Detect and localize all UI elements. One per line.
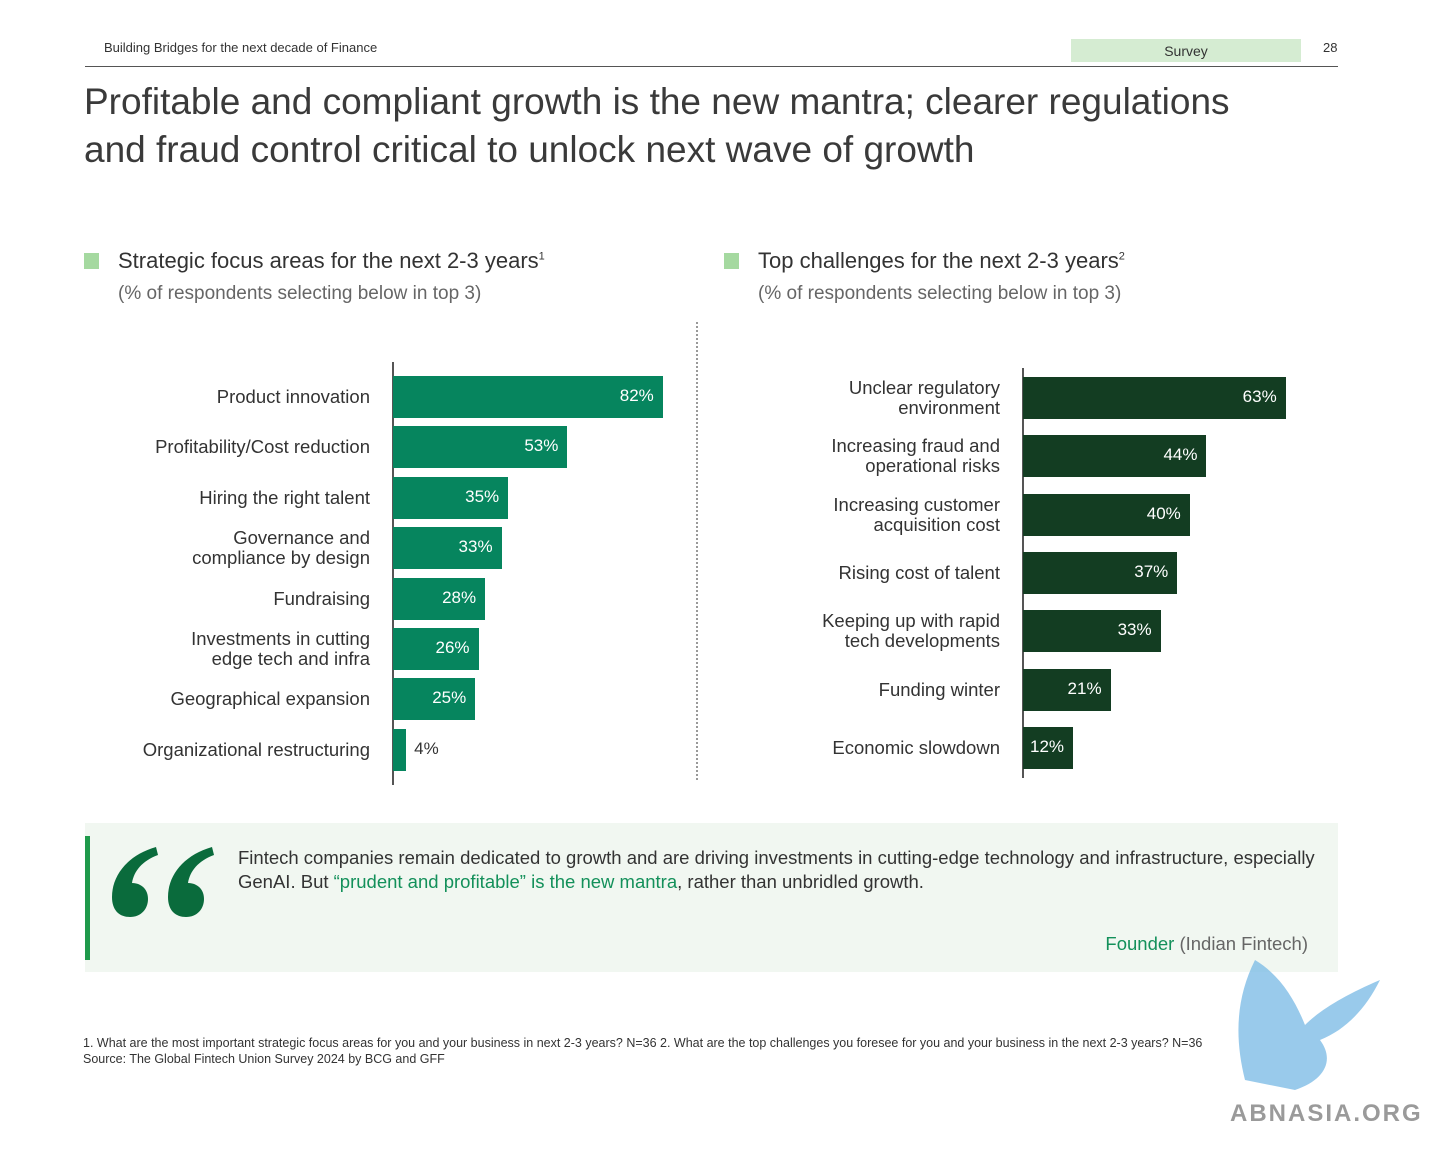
quote-highlight: “prudent and profitable” is the new mant… [333,871,678,892]
bar [393,577,486,620]
category-label: Governance and compliance by design [192,527,370,569]
bar [393,376,663,418]
attribution-detail: (Indian Fintech) [1179,933,1308,954]
value-label: 12% [1030,736,1065,756]
quote-text: Fintech companies remain dedicated to gr… [238,846,1318,894]
category-label: Profitability/Cost reduction [155,436,370,458]
bar [1023,610,1161,653]
footnote-ref: 1 [538,250,545,263]
value-label: 28% [442,587,477,607]
value-label: 26% [435,638,470,657]
page-number: 28 [1323,40,1338,55]
chart-title: Strategic focus areas for the next 2-3 y… [118,248,545,274]
chart-subtitle: (% of respondents selecting below in top… [758,283,1122,304]
chart-title-text: Top challenges for the next 2-3 years [758,248,1119,273]
axis-line [392,362,394,785]
bar [393,527,502,570]
category-label: Increasing customer acquisition cost [833,493,1000,535]
quote-part: Fintech companies remain dedicated to gr… [238,847,1315,892]
category-label: Organizational restructuring [142,738,370,760]
category-label: Fundraising [273,587,370,609]
value-label: 4% [414,738,439,758]
category-label: Unclear regulatory environment [848,377,1000,418]
bar [1023,726,1074,769]
quote-mark [112,847,214,917]
category-label: Keeping up with rapid tech developments [822,610,1000,652]
footnote: 1. What are the most important strategic… [83,1036,1203,1050]
value-label: 82% [619,386,654,405]
bar [393,426,568,469]
bar [1023,551,1178,594]
value-label: 53% [524,436,559,456]
value-label: 44% [1163,445,1198,465]
category-label: Hiring the right talent [199,486,370,508]
legend-square [724,253,739,269]
section-tag: Survey [1071,39,1301,62]
chart-title: Top challenges for the next 2-3 years2 [758,248,1125,274]
quote-attribution: Founder (Indian Fintech) [1105,933,1308,955]
bar [1023,377,1286,419]
category-label: Funding winter [878,678,1000,700]
bar [393,678,476,721]
legend-square [84,253,99,269]
value-label: 40% [1146,503,1181,523]
watermark-logo [1238,960,1380,1090]
category-label: Product innovation [216,386,370,407]
bar [1023,435,1207,478]
attribution-role: Founder [1105,933,1175,954]
bar [393,476,509,519]
divider [696,322,698,780]
value-label: 33% [458,537,493,557]
bar [1023,668,1111,711]
footnote-ref: 2 [1118,250,1125,263]
category-label: Increasing fraud and operational risks [831,435,1000,477]
bar [1023,493,1190,536]
chart-subtitle: (% of respondents selecting below in top… [118,283,482,304]
value-label: 33% [1117,620,1152,640]
watermark: ABNASIA.ORG [1230,1100,1423,1127]
quote-bar [85,836,90,960]
bar [393,628,479,670]
header-rule [85,66,1338,67]
category-label: Investments in cutting edge tech and inf… [191,628,370,669]
quote-box [85,823,1338,972]
category-label: Geographical expansion [170,688,370,710]
category-label: Economic slowdown [832,736,1000,758]
running-title: Building Bridges for the next decade of … [104,40,378,55]
value-label: 35% [465,486,500,506]
value-label: 37% [1134,561,1169,581]
value-label: 21% [1067,678,1102,698]
category-label: Rising cost of talent [838,561,1000,583]
footnote: Source: The Global Fintech Union Survey … [83,1052,445,1066]
axis-line [1022,368,1024,778]
value-label: 25% [432,688,467,708]
value-label: 63% [1242,387,1277,406]
page-title: Profitable and compliant growth is the n… [84,81,1230,170]
chart-title-text: Strategic focus areas for the next 2-3 y… [118,248,539,273]
bar [393,728,407,771]
quote-part: , rather than unbridled growth. [677,871,924,892]
